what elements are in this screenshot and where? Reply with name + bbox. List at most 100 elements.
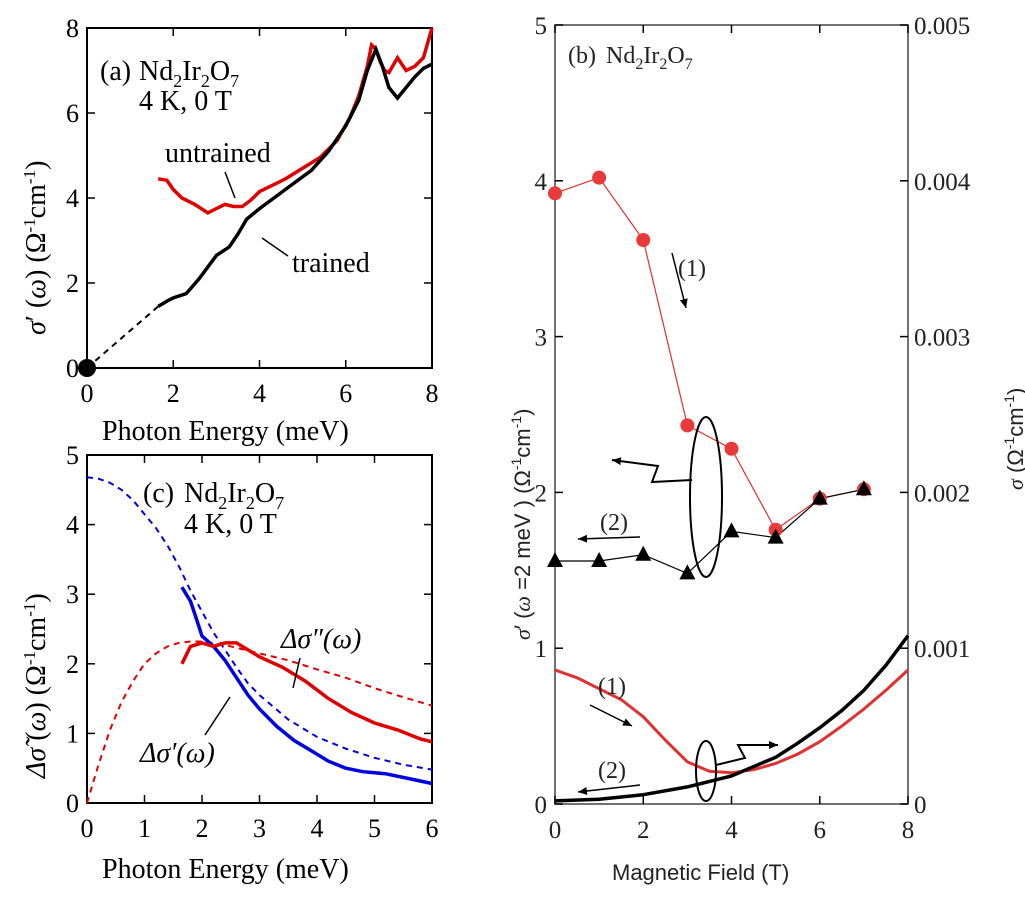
a-untrained-label: untrained <box>165 138 271 169</box>
c-imag-label: Δσ″(ω) <box>280 624 361 655</box>
c-real-leader <box>204 696 231 736</box>
b-ytick-label: 4 <box>535 169 548 196</box>
b-ytick-label: 5 <box>535 13 548 40</box>
c-ylabel: Δσ̃ (ω) (Ω-1cm-1) <box>20 593 52 779</box>
b-sweep2-point <box>855 480 872 496</box>
c-real-line <box>180 586 433 786</box>
b-sweep1-point <box>680 418 695 433</box>
b-sweep2-point <box>679 564 696 580</box>
a-untrained-leader <box>224 171 236 199</box>
a-xtick-label: 8 <box>426 379 439 408</box>
b-sweep2-point <box>547 551 563 567</box>
a-ylabel: σ′ (ω) (Ω-1cm-1) <box>20 161 52 335</box>
a-ytick-label: 0 <box>66 354 79 383</box>
c-imag-fit-line <box>86 640 433 804</box>
c-xtick-label: 5 <box>368 814 381 843</box>
c-xtick-label: 2 <box>196 814 209 843</box>
a-xtick-label: 4 <box>253 379 266 408</box>
a-ytick-label: 6 <box>66 99 79 128</box>
b-sweep1-label-lower: (1) <box>598 674 626 700</box>
b-ytick-right-label: 0.005 <box>914 13 970 40</box>
c-ytick-label: 2 <box>66 650 79 679</box>
b-dc-sweep2-line <box>554 634 910 803</box>
a-trained-line <box>157 44 433 308</box>
a-trained-label: trained <box>292 248 370 279</box>
c-xtick-label: 6 <box>426 814 439 843</box>
b-ytick-label: 3 <box>535 325 548 352</box>
b-sweep2-point <box>591 551 608 567</box>
b-right-axis-arrow <box>715 741 778 766</box>
b-xtick-label: 4 <box>725 817 738 844</box>
b-sweep1-arrow-lower <box>589 704 633 727</box>
b-sweep1-label-upper: (1) <box>678 256 706 282</box>
c-real-fit-line <box>86 476 433 771</box>
b-lower-ellipse <box>695 740 717 802</box>
b-sweep1-line <box>554 176 865 531</box>
c-xtick-label: 4 <box>311 814 324 843</box>
a-ytick-label: 4 <box>66 184 79 213</box>
b-left-axis-arrow <box>611 457 693 484</box>
panel-a: 0 2 4 6 8 0 2 4 6 8 (a) Nd2Ir2O7 4 K, 0 T untrain… <box>20 14 439 447</box>
c-real-label: Δσ′(ω) <box>139 738 215 769</box>
b-ytick-right-label: 0.001 <box>914 636 970 663</box>
c-xtick-label: 3 <box>253 814 266 843</box>
a-xtick-label: 0 <box>81 379 94 408</box>
b-upper-ellipse <box>689 416 723 578</box>
b-sweep1-arrow-upper <box>671 252 688 309</box>
b-sweep2-point <box>723 522 740 538</box>
b-ytick-right-label: 0.003 <box>914 325 970 352</box>
a-xtick-label: 2 <box>167 379 180 408</box>
panel-c: 0 1 2 3 4 5 6 0 1 2 3 4 5 (c) Nd2Ir2O7 4 K, 0 T Δσ″(… <box>20 441 439 885</box>
b-xtick-label: 0 <box>549 817 562 844</box>
c-xlabel: Photon Energy (meV) <box>102 854 349 885</box>
b-ytick-right-label: 0.002 <box>914 480 970 507</box>
a-untrained-line <box>157 27 434 215</box>
b-xtick-label: 8 <box>902 817 915 844</box>
c-imag-leader <box>292 657 301 689</box>
b-sweep2-arrow-upper <box>577 534 641 543</box>
a-trained-leader <box>261 237 289 257</box>
b-sweep2-point <box>767 528 784 544</box>
a-xlabel: Photon Energy (meV) <box>102 416 349 447</box>
c-material-text: Nd2Ir2O7 <box>184 478 284 513</box>
a-panel-label: (a) <box>100 56 131 87</box>
a-ytick-label: 8 <box>66 14 79 43</box>
b-ytick-label: 1 <box>535 636 548 663</box>
b-xtick-label: 2 <box>637 817 650 844</box>
c-ytick-label: 1 <box>66 719 79 748</box>
a-xtick-label: 6 <box>339 379 352 408</box>
b-sweep1-point <box>636 233 651 248</box>
b-dc-sweep1-line <box>554 668 910 775</box>
b-xlabel: Magnetic Field (T) <box>612 860 789 885</box>
c-panel-label: (c) <box>143 478 174 509</box>
a-condition-text: 4 K, 0 T <box>139 86 232 117</box>
a-extrapolation-line <box>86 305 159 369</box>
c-ytick-label: 5 <box>66 441 79 470</box>
b-ytick-label: 0 <box>535 792 548 819</box>
b-ytick-right-label: 0.004 <box>914 169 971 196</box>
b-ylabel-left: σ′ (ω =2 meV ) (Ω-1cm-1) <box>508 409 535 640</box>
b-sweep1-point <box>592 170 607 185</box>
b-sweep2-point <box>811 489 828 505</box>
b-sweep2-point <box>635 545 652 561</box>
b-panel-label: (b) <box>568 43 596 69</box>
b-xtick-label: 6 <box>814 817 827 844</box>
c-ytick-label: 0 <box>66 789 79 818</box>
b-sweep1-point <box>548 186 562 201</box>
c-condition-text: 4 K, 0 T <box>184 509 277 540</box>
c-ytick-label: 4 <box>66 511 79 540</box>
a-ytick-label: 2 <box>66 269 79 298</box>
b-ytick-right-label: 0 <box>914 792 927 819</box>
c-imag-line <box>180 641 433 744</box>
c-ytick-label: 3 <box>66 580 79 609</box>
b-sweep2-arrow-lower <box>577 784 641 795</box>
b-ylabel-right: σ (Ω-1cm-1) <box>1001 388 1025 490</box>
b-ytick-label: 2 <box>535 480 548 507</box>
b-material-text: Nd2Ir2O7 <box>606 43 693 73</box>
c-xtick-label: 1 <box>138 814 151 843</box>
b-sweep2-line <box>555 488 865 575</box>
a-material-text: Nd2Ir2O7 <box>139 56 239 91</box>
a-origin-marker <box>78 359 96 377</box>
